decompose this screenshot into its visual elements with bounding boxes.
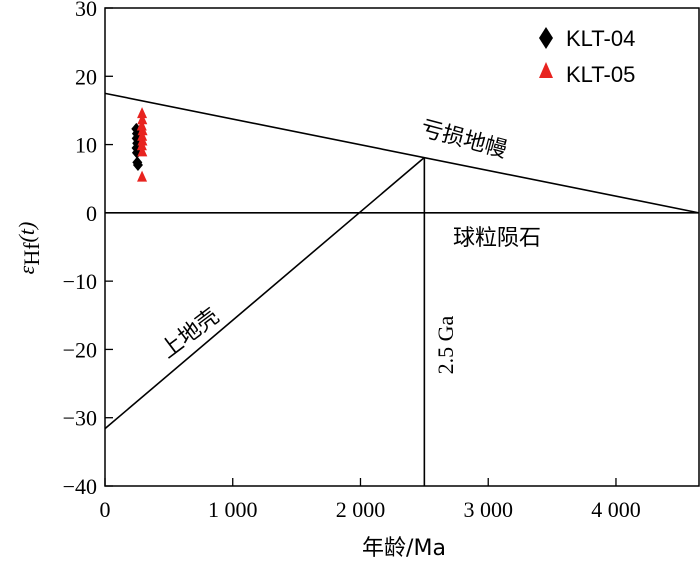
age-2.5ga-label: 2.5 Ga bbox=[433, 315, 458, 374]
x-tick-label: 4 000 bbox=[591, 497, 641, 522]
plot-frame bbox=[104, 7, 700, 487]
y-tick-label: −10 bbox=[63, 269, 97, 294]
y-tick-label: 20 bbox=[75, 64, 97, 89]
y-axis-title: εHf(t) bbox=[14, 222, 44, 275]
data-point-klt-05 bbox=[137, 134, 148, 146]
legend: KLT-04 KLT-05 bbox=[539, 26, 635, 87]
data-point-klt-05 bbox=[137, 170, 148, 182]
y-tick-label: 0 bbox=[86, 201, 97, 226]
y-axis-suffix: (t) bbox=[14, 222, 39, 243]
upper-crust-label: 上地壳 bbox=[156, 304, 224, 364]
data-point-klt-05 bbox=[137, 145, 148, 157]
axis-titles: 年龄/Ma εHf(t) bbox=[14, 222, 446, 561]
y-axis-subscript: Hf bbox=[19, 242, 44, 266]
y-tick-label: −40 bbox=[63, 474, 97, 499]
x-tick-label: 2 000 bbox=[336, 497, 386, 522]
y-axis-epsilon: ε bbox=[14, 265, 39, 274]
depleted-mantle-line bbox=[104, 92, 700, 214]
y-tick-label: −20 bbox=[63, 337, 97, 362]
data-point-klt-05 bbox=[136, 139, 147, 151]
data-point-klt-05 bbox=[137, 124, 148, 136]
y-tick-label: −30 bbox=[63, 406, 97, 431]
upper-crust-line bbox=[104, 156, 425, 430]
data-point-klt-04 bbox=[132, 159, 143, 172]
data-point-klt-05 bbox=[137, 113, 148, 125]
x-tick-label: 1 000 bbox=[208, 497, 258, 522]
legend-marker-diamond bbox=[539, 27, 553, 49]
y-tick-label: 30 bbox=[75, 0, 97, 21]
depleted-mantle-label: 亏损地幔 bbox=[418, 116, 509, 163]
legend-label-klt-05: KLT-05 bbox=[566, 62, 635, 87]
y-tick-label: 10 bbox=[75, 133, 97, 158]
data-point-klt-05 bbox=[136, 119, 147, 131]
x-tick-label: 3 000 bbox=[463, 497, 513, 522]
legend-marker-triangle bbox=[539, 62, 553, 78]
chondrite-label: 球粒陨石 bbox=[453, 226, 541, 251]
x-tick-label: 0 bbox=[100, 497, 111, 522]
x-axis-title: 年龄/Ma bbox=[362, 536, 446, 561]
legend-label-klt-04: KLT-04 bbox=[566, 26, 635, 51]
data-point-klt-05 bbox=[137, 107, 148, 119]
